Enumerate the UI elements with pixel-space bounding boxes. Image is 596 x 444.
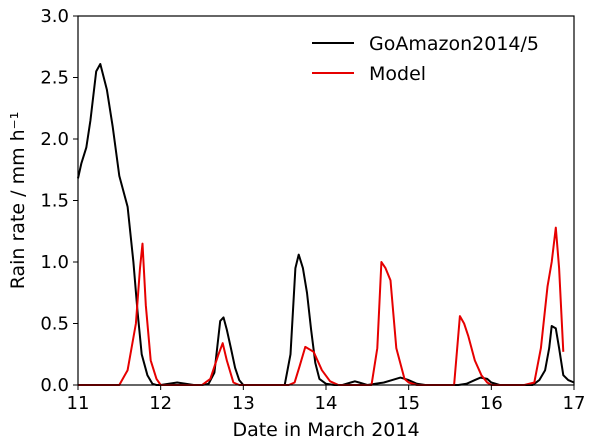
- x-tick-label: 14: [315, 393, 338, 414]
- ticks-layer: 11 12 13 14 15 16 17 0.0 0.5 1.0 1.5 2.0 2.5 3.0: [40, 6, 585, 414]
- legend-label-goamazon: GoAmazon2014/5: [369, 33, 539, 55]
- plot-frame: [77, 15, 575, 386]
- x-axis-label: Date in March 2014: [232, 419, 419, 441]
- y-tick-label: 1.0: [40, 252, 69, 273]
- x-tick-label: 12: [149, 393, 172, 414]
- legend-label-model: Model: [369, 63, 426, 85]
- y-tick-label: 2.5: [40, 68, 69, 89]
- y-tick-label: 0.0: [40, 375, 69, 396]
- x-tick-label: 13: [232, 393, 255, 414]
- x-tick-label: 17: [563, 393, 586, 414]
- y-tick-label: 2.0: [40, 129, 69, 150]
- legend: GoAmazon2014/5 Model: [312, 33, 539, 85]
- y-tick-label: 0.5: [40, 314, 69, 335]
- x-tick-label: 15: [397, 393, 420, 414]
- y-tick-label: 1.5: [40, 191, 69, 212]
- y-axis-label: Rain rate / mm h⁻¹: [7, 112, 29, 290]
- y-tick-label: 3.0: [40, 6, 69, 27]
- x-tick-label: 16: [480, 393, 503, 414]
- x-tick-label: 11: [67, 393, 90, 414]
